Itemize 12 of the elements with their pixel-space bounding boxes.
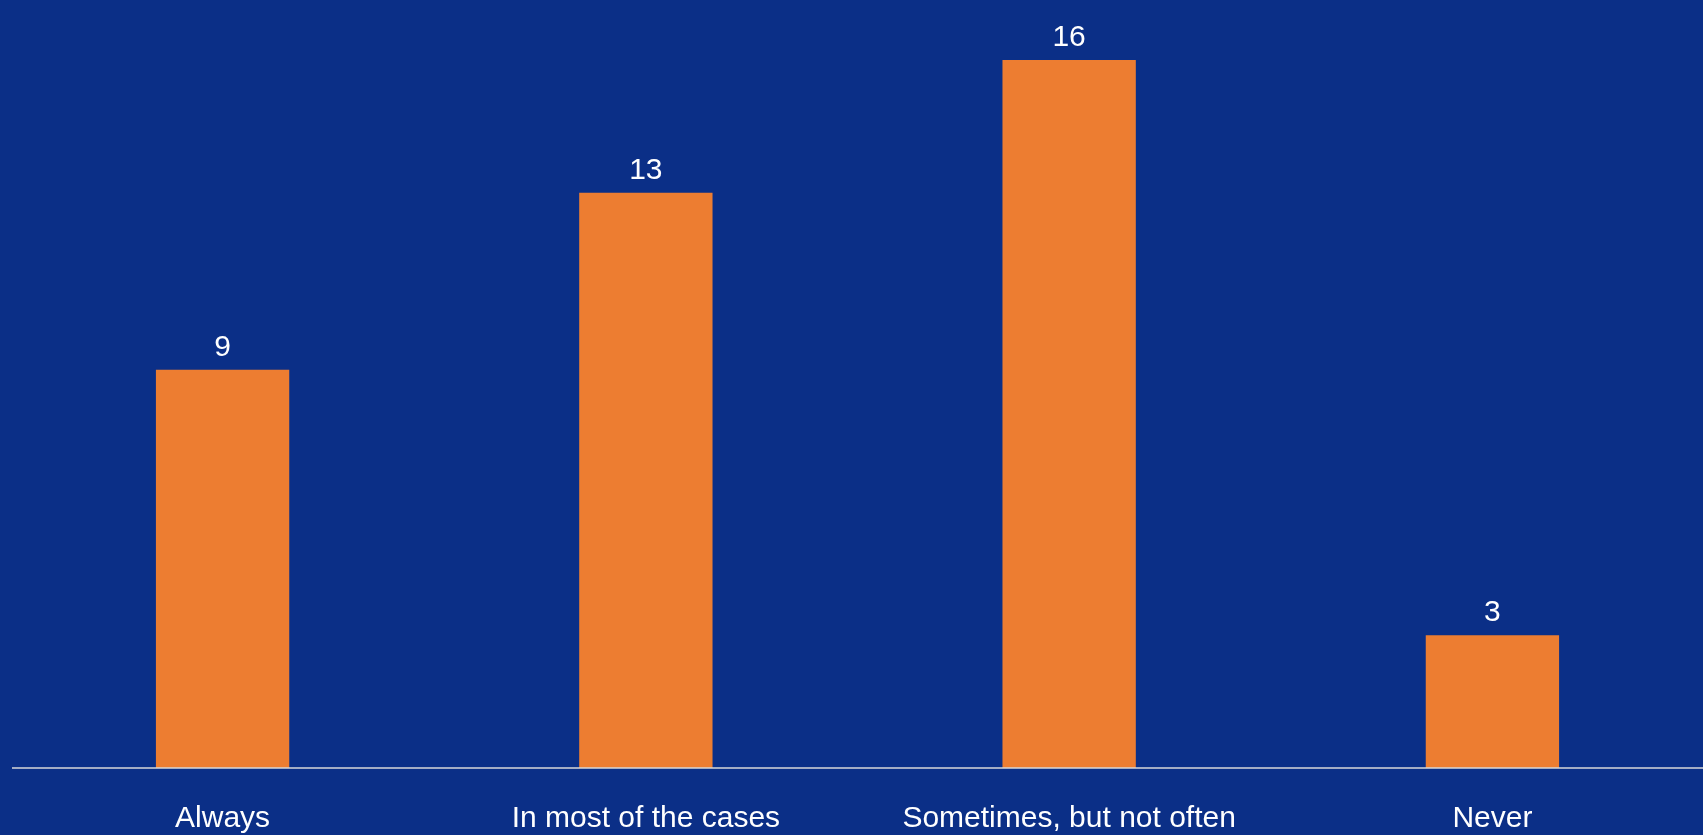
x-tick-label: In most of the cases [511,800,781,833]
bar [579,192,713,768]
data-label: 16 [1052,19,1086,52]
data-label: 3 [1484,594,1501,628]
data-label: 13 [629,151,663,185]
bar [1002,60,1136,768]
data-label: 9 [214,328,231,362]
bar [155,369,290,768]
x-tick-label: Always [175,800,271,833]
x-tick-label: Sometimes, but not often [902,800,1236,833]
x-tick-label: Never [1452,800,1533,833]
bar [1425,635,1560,768]
